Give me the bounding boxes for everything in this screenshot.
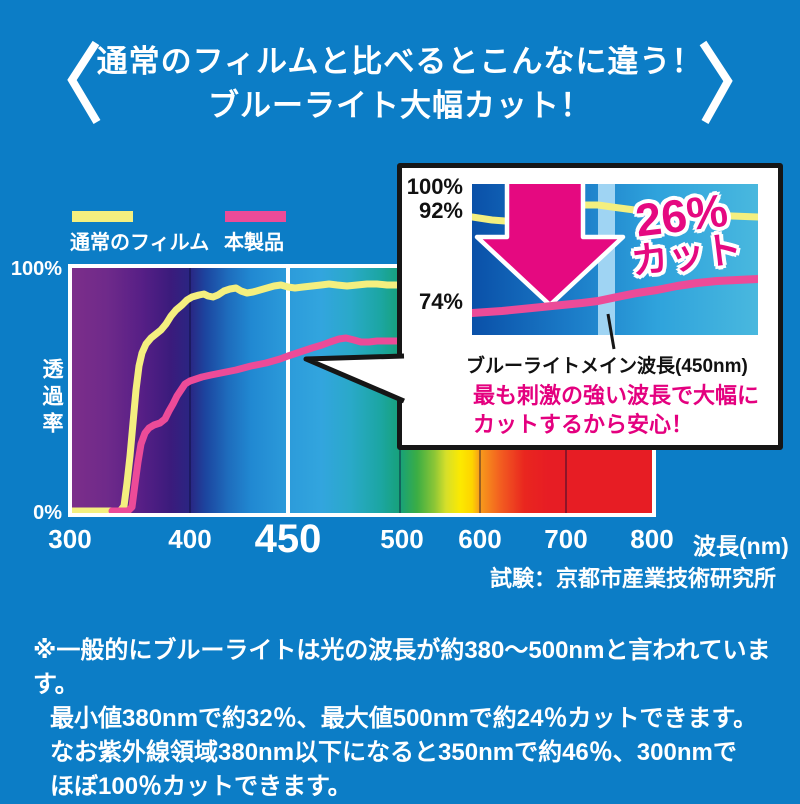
curve-product [108,334,402,513]
header-brackets [67,40,733,125]
y-axis-title: 透過率 [40,358,63,439]
highlight-line-450nm [286,268,290,513]
y-axis-label-0: 0% [33,502,62,524]
legend-swatch-normal-film [72,211,133,222]
footnote-line1: ※一般的にブルーライトは光の波長が約380〜500nmと言われています。 [33,637,771,698]
x-tick-800: 800 [630,524,674,554]
gridline-400nm [189,268,191,513]
inset-curve-product [472,275,758,317]
footnote-line2: 最小値380nmで約32％、最大値500nmで約24％カットできます。 [50,705,758,732]
inset-label-92: 92% [418,198,463,223]
cut-percentage-badge: 26% カット [610,184,759,284]
header-title-line1: 通常のフィルムと比べるとこんなに違う！ [96,44,704,79]
legend-label-product: 本製品 [224,232,284,254]
x-tick-700: 700 [544,524,588,554]
y-axis-label-100: 100% [10,258,62,280]
cut-down-arrow-icon [474,184,626,308]
x-tick-300: 300 [48,524,92,554]
callout-tail [303,353,405,404]
inset-label-74: 74% [418,289,463,314]
legend-swatch-product [225,211,286,222]
inset-pink-note-line2: カットするから安心！ [473,412,694,437]
inset-curves-and-arrow [472,184,758,317]
footnote-line3: なお紫外線領域380nm以下になると350nmで約46％、300nmで [50,739,737,766]
legend: 通常のフィルム 本製品 [0,205,400,254]
x-tick-600: 600 [458,524,502,554]
callout-inset: 100% 92% 74% 26% カット ブルーライトメイン波長(450nm) … [397,163,783,450]
inset-mini-chart [472,184,758,335]
chart-curves [72,280,402,513]
footnote: ※一般的にブルーライトは光の波長が約380〜500nmと言われています。 最小値… [33,634,778,804]
inset-pink-note-line1: 最も刺激の強い波長で大幅に [473,383,760,408]
test-institution-note: 試験：京都市産業技術研究所 [489,566,776,591]
x-axis-unit: 波長(nm) [693,533,789,559]
legend-label-normal-film: 通常のフィルム [70,232,210,254]
x-tick-400: 400 [168,524,212,554]
left-angle-bracket-icon [67,40,101,125]
right-angle-bracket-icon [699,40,733,124]
curve-normal-film [72,280,402,513]
inset-pointer-line [606,313,616,350]
inset-wavelength-note: ブルーライトメイン波長(450nm) [466,356,748,377]
inset-label-100: 100% [406,174,463,199]
header-title-line2: ブルーライト大幅カット！ [208,88,592,123]
x-tick-450: 450 [254,517,322,561]
x-tick-500: 500 [380,524,424,554]
footnote-line4: ほぼ100％カットできます。 [50,773,352,800]
